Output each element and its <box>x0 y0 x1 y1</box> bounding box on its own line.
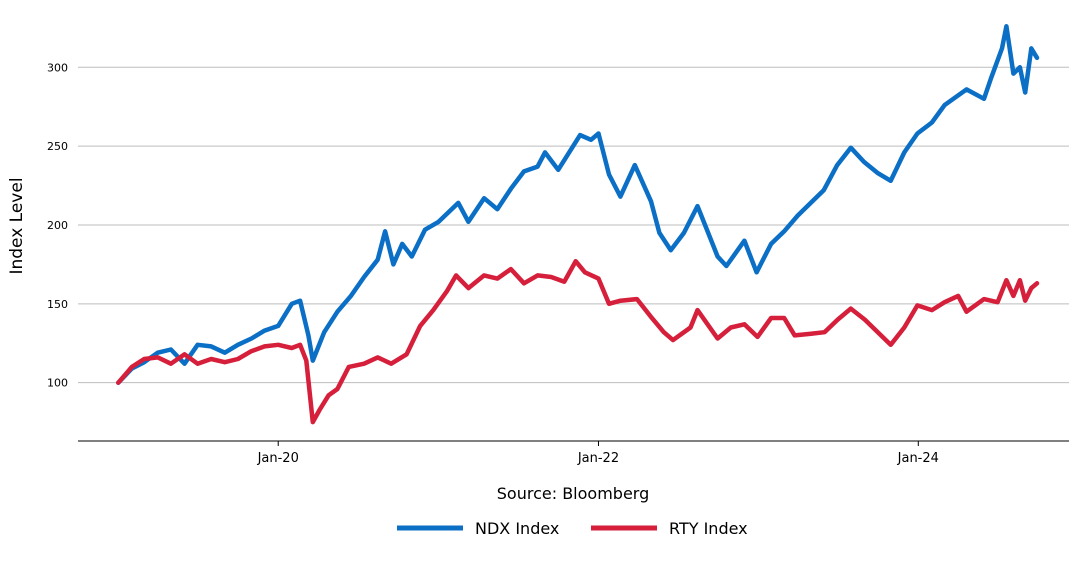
series-lines <box>116 24 1040 425</box>
y-tick-labels: 100 150 200 250 300 <box>47 61 68 389</box>
y-tick-label: 200 <box>47 219 68 232</box>
legend-label-rty: RTY Index <box>669 519 748 538</box>
y-tick-label: 150 <box>47 298 68 311</box>
y-gridlines <box>78 66 1069 384</box>
series-line-ndx <box>116 24 1040 385</box>
y-tick-label: 250 <box>47 140 68 153</box>
x-tick-label: Jan-24 <box>897 451 939 466</box>
y-axis-title: Index Level <box>7 177 27 274</box>
x-ticks: Jan-20 Jan-22 Jan-24 <box>257 441 939 466</box>
x-tick-label: Jan-22 <box>577 451 619 466</box>
series-line-rty <box>116 258 1040 425</box>
y-tick-label: 100 <box>47 377 68 390</box>
x-tick-label: Jan-20 <box>257 451 299 466</box>
legend-label-ndx: NDX Index <box>475 519 559 538</box>
legend: NDX Index RTY Index <box>397 519 748 538</box>
x-axis-title: Source: Bloomberg <box>497 484 649 503</box>
y-tick-label: 300 <box>47 61 68 74</box>
